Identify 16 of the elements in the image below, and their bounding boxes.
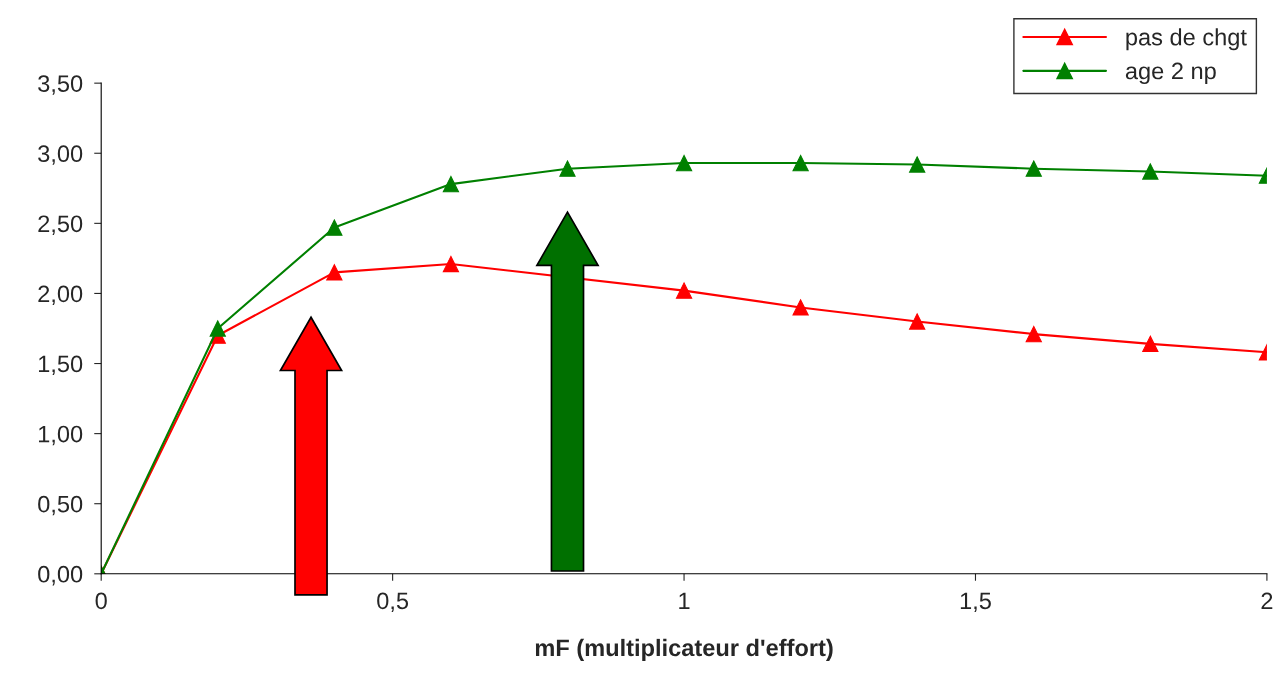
- x-tick-label: 0,5: [377, 592, 409, 612]
- y-tick-label: 2,50: [38, 215, 83, 235]
- y-tick-label: 1,50: [38, 355, 83, 376]
- y-tick-label: 1,00: [38, 425, 83, 446]
- legend-label: age 2 np: [1125, 62, 1216, 85]
- y-tick-label: 3,50: [38, 75, 83, 95]
- x-tick-label: 1,5: [960, 592, 991, 612]
- y-tick-label: 0,00: [38, 565, 83, 586]
- x-tick-label: 0: [95, 592, 107, 610]
- legend-label: pas de chgt: [1126, 28, 1247, 51]
- x-axis-title: mF (multiplicateur d'effort): [535, 638, 833, 661]
- x-tick-label: 2: [1261, 592, 1273, 609]
- y-tick-label: 2,00: [38, 285, 83, 306]
- x-tick-label: 1: [679, 592, 690, 609]
- y-tick-label: 3,00: [38, 145, 83, 165]
- y-tick-label: 0,50: [38, 495, 83, 516]
